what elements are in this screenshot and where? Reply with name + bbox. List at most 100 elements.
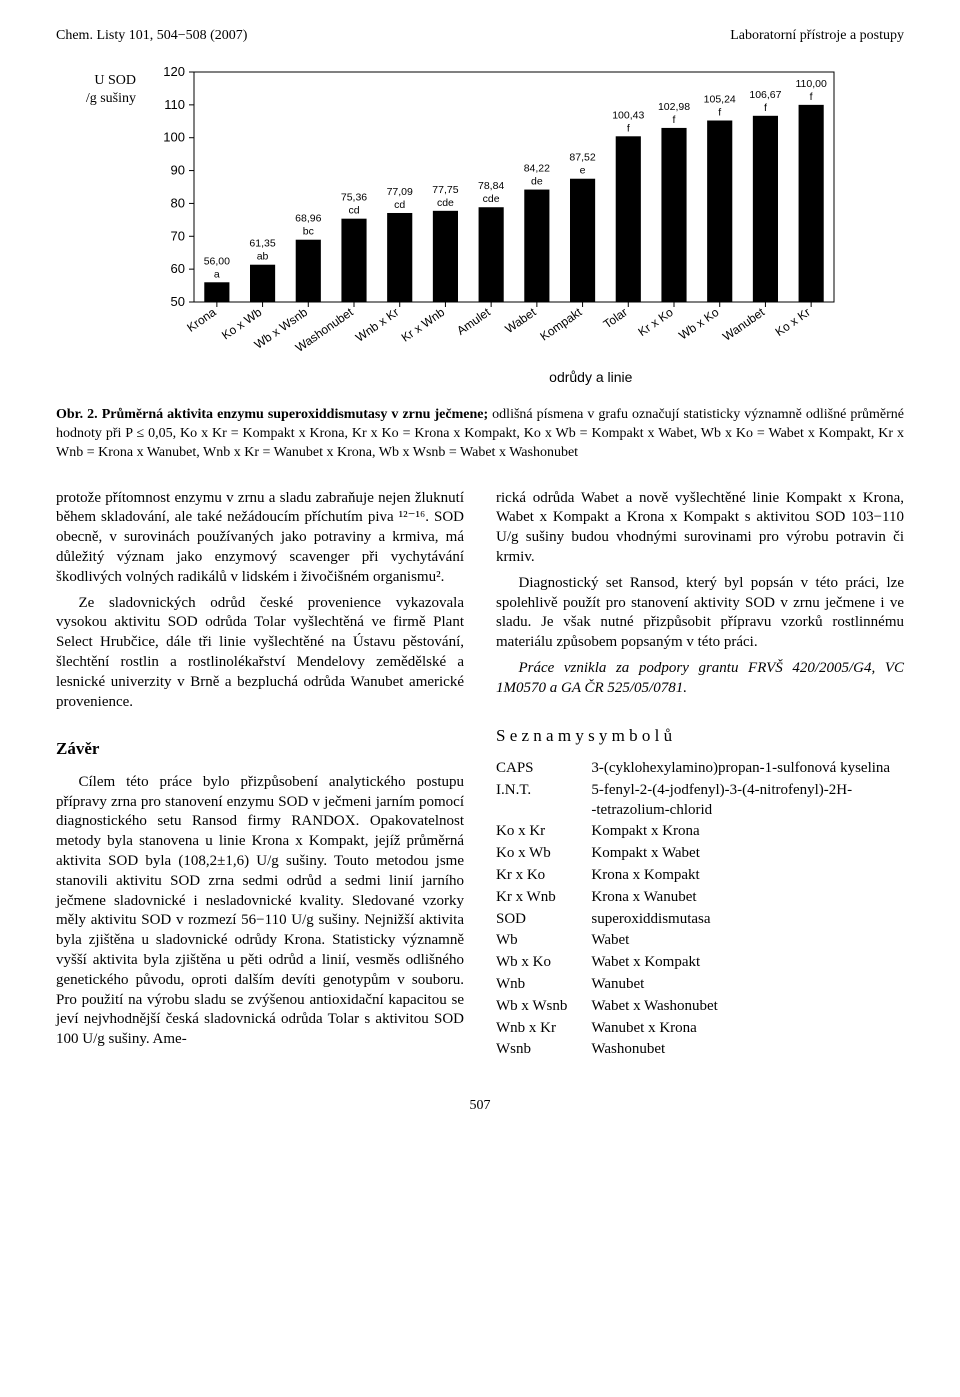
svg-text:cd: cd: [394, 199, 405, 211]
symbol-def: 5-fenyl-2-(4-jodfenyl)-3-(4-nitrofenyl)-…: [591, 781, 900, 823]
symbol-row: Kr x WnbKrona x Wanubet: [496, 888, 900, 910]
symbol-abbrev: Ko x Kr: [496, 822, 591, 844]
svg-text:Wb x Ko: Wb x Ko: [676, 305, 721, 343]
symbol-row: SODsuperoxiddismutasa: [496, 910, 900, 932]
svg-text:77,75: 77,75: [432, 184, 458, 196]
symbol-def: Wabet x Washonubet: [591, 997, 900, 1019]
svg-text:f: f: [627, 122, 630, 134]
symbol-abbrev: I.N.T.: [496, 781, 591, 823]
svg-text:80: 80: [171, 195, 185, 210]
svg-text:78,84: 78,84: [478, 180, 504, 192]
svg-text:bc: bc: [303, 226, 314, 238]
svg-text:Wnb x Kr: Wnb x Kr: [353, 305, 401, 345]
svg-text:cde: cde: [437, 197, 454, 209]
svg-text:Wanubet: Wanubet: [720, 305, 768, 344]
symbol-def: Wabet x Kompakt: [591, 953, 900, 975]
svg-text:61,35: 61,35: [249, 238, 275, 250]
figure-caption: Obr. 2. Průměrná aktivita enzymu superox…: [56, 406, 904, 463]
page: Chem. Listy 101, 504−508 (2007) Laborato…: [0, 0, 960, 1142]
svg-text:110: 110: [164, 97, 185, 112]
svg-text:87,52: 87,52: [569, 152, 595, 164]
svg-text:102,98: 102,98: [658, 101, 690, 113]
zaver-title: Závěr: [56, 738, 464, 760]
symbol-abbrev: SOD: [496, 910, 591, 932]
svg-text:Tolar: Tolar: [601, 305, 630, 331]
symbol-row: Wnb x KrWanubet x Krona: [496, 1019, 900, 1041]
two-column-body: protože přítomnost enzymu v zrnu a sladu…: [56, 489, 904, 1063]
symbol-def: superoxiddismutasa: [591, 910, 900, 932]
caption-lead: Obr. 2. Průměrná aktivita enzymu superox…: [56, 407, 488, 422]
right-p1: rická odrůda Wabet a nově vyšlechtěné li…: [496, 489, 904, 568]
symbol-def: Washonubet: [591, 1040, 900, 1062]
ylabel-line1: U SOD: [16, 72, 136, 90]
svg-text:ab: ab: [257, 251, 269, 263]
svg-text:100: 100: [163, 130, 185, 145]
symbol-row: Wb x WsnbWabet x Washonubet: [496, 997, 900, 1019]
svg-text:106,67: 106,67: [749, 89, 781, 101]
symbol-row: Wb x KoWabet x Kompakt: [496, 953, 900, 975]
svg-text:odrůdy a linie: odrůdy a linie: [549, 369, 632, 385]
symbol-row: I.N.T.5-fenyl-2-(4-jodfenyl)-3-(4-nitrof…: [496, 781, 900, 823]
svg-text:Kompakt: Kompakt: [537, 305, 584, 344]
symbols-table: CAPS3-(cyklohexylamino)propan-1-sulfonov…: [496, 759, 900, 1062]
svg-text:68,96: 68,96: [295, 213, 321, 225]
symbols-title: S e z n a m y s y m b o l ů: [496, 725, 904, 747]
svg-text:Krona: Krona: [184, 305, 219, 335]
svg-text:f: f: [810, 91, 813, 103]
symbol-row: WbWabet: [496, 931, 900, 953]
symbol-abbrev: Ko x Wb: [496, 844, 591, 866]
svg-text:f: f: [718, 106, 721, 118]
chart-svg: 506070809010011012056,00aKrona61,35abKo …: [146, 62, 844, 392]
right-column: rická odrůda Wabet a nově vyšlechtěné li…: [496, 489, 904, 1063]
page-number: 507: [56, 1098, 904, 1114]
svg-text:70: 70: [171, 228, 185, 243]
symbol-row: Kr x KoKrona x Kompakt: [496, 866, 900, 888]
svg-text:110,00: 110,00: [795, 78, 826, 90]
running-head: Chem. Listy 101, 504−508 (2007) Laborato…: [56, 28, 904, 44]
symbol-abbrev: Wnb x Kr: [496, 1019, 591, 1041]
right-p2: Diagnostický set Ransod, který byl popsá…: [496, 574, 904, 653]
svg-text:Kr x Wnb: Kr x Wnb: [399, 305, 448, 345]
symbol-abbrev: Kr x Ko: [496, 866, 591, 888]
svg-text:cd: cd: [348, 205, 359, 217]
svg-text:f: f: [673, 114, 676, 126]
svg-text:Wabet: Wabet: [502, 305, 539, 336]
ylabel-line2: /g sušiny: [16, 90, 136, 108]
symbol-row: WnbWanubet: [496, 975, 900, 997]
symbol-def: 3-(cyklohexylamino)propan-1-sulfonová ky…: [591, 759, 900, 781]
svg-text:Kr x Ko: Kr x Ko: [635, 305, 676, 339]
symbol-def: Wanubet: [591, 975, 900, 997]
svg-text:e: e: [580, 165, 586, 177]
svg-text:100,43: 100,43: [612, 109, 644, 121]
symbol-abbrev: Wb x Wsnb: [496, 997, 591, 1019]
svg-text:84,22: 84,22: [524, 163, 550, 175]
symbol-def: Krona x Kompakt: [591, 866, 900, 888]
symbol-row: Ko x WbKompakt x Wabet: [496, 844, 900, 866]
sod-chart: U SOD /g sušiny 506070809010011012056,00…: [146, 62, 884, 392]
svg-text:60: 60: [171, 261, 185, 276]
svg-text:90: 90: [171, 163, 185, 178]
svg-text:105,24: 105,24: [704, 93, 736, 105]
y-axis-label: U SOD /g sušiny: [16, 72, 136, 108]
symbol-abbrev: Wb x Ko: [496, 953, 591, 975]
symbol-row: WsnbWashonubet: [496, 1040, 900, 1062]
symbol-def: Wabet: [591, 931, 900, 953]
symbol-def: Krona x Wanubet: [591, 888, 900, 910]
svg-text:75,36: 75,36: [341, 192, 367, 204]
svg-text:a: a: [214, 268, 220, 280]
svg-text:Ko x Kr: Ko x Kr: [773, 305, 813, 339]
svg-text:Amulet: Amulet: [454, 305, 493, 338]
svg-text:cde: cde: [483, 193, 500, 205]
symbol-abbrev: Wnb: [496, 975, 591, 997]
svg-text:de: de: [531, 176, 543, 188]
symbol-abbrev: Wb: [496, 931, 591, 953]
symbol-def: Kompakt x Krona: [591, 822, 900, 844]
symbol-row: CAPS3-(cyklohexylamino)propan-1-sulfonov…: [496, 759, 900, 781]
symbol-abbrev: CAPS: [496, 759, 591, 781]
left-p3: Cílem této práce bylo přizpůsobení analy…: [56, 773, 464, 1050]
symbol-abbrev: Kr x Wnb: [496, 888, 591, 910]
symbol-row: Ko x KrKompakt x Krona: [496, 822, 900, 844]
svg-text:120: 120: [163, 64, 185, 79]
svg-text:56,00: 56,00: [204, 255, 230, 267]
header-right: Laboratorní přístroje a postupy: [730, 28, 904, 44]
